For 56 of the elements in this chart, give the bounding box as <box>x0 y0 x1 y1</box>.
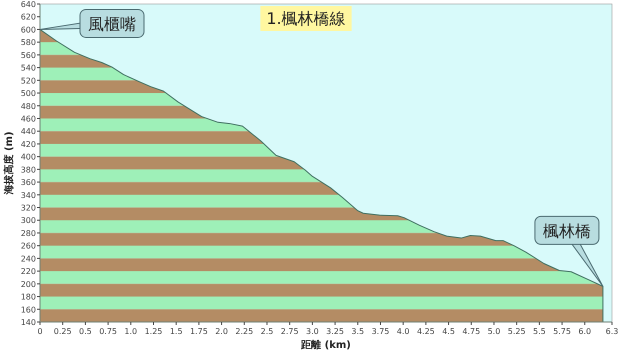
y-tick-label: 240 <box>20 254 36 264</box>
x-tick-label: 0.25 <box>54 327 72 336</box>
x-tick-label: 5.0 <box>488 327 500 336</box>
y-tick-label: 500 <box>20 89 36 98</box>
y-tick-label: 400 <box>20 152 36 162</box>
x-tick-label: 6.3 <box>606 327 618 336</box>
y-tick-label: 460 <box>20 114 36 124</box>
x-tick-label: 1.25 <box>144 327 162 336</box>
x-tick-label: 3.75 <box>372 327 390 336</box>
x-tick-label: 5.25 <box>508 327 526 336</box>
x-tick-label: 4.0 <box>396 327 410 336</box>
x-tick-label: 1.75 <box>190 327 208 336</box>
y-tick-label: 480 <box>20 102 36 111</box>
y-tick-label: 320 <box>20 204 36 213</box>
x-tick-label: 2.5 <box>260 327 274 336</box>
y-tick-label: 580 <box>20 38 36 48</box>
x-tick-label: 5.75 <box>553 327 571 336</box>
y-tick-label: 280 <box>20 228 36 238</box>
y-tick-label: 180 <box>20 292 36 302</box>
x-tick-label: 4.5 <box>442 327 455 336</box>
annotation: 楓林橋 <box>542 221 591 240</box>
y-tick-label: 220 <box>20 267 36 276</box>
x-tick-label: 1.5 <box>170 327 183 336</box>
y-tick-label: 380 <box>20 165 36 174</box>
x-tick-label: 6.0 <box>578 327 592 336</box>
y-tick-label: 520 <box>20 76 36 86</box>
y-tick-label: 140 <box>20 318 36 327</box>
y-tick-label: 300 <box>20 216 36 226</box>
x-tick-label: 5.5 <box>533 327 546 336</box>
x-tick-label: 3.25 <box>326 327 344 336</box>
x-tick-label: 4.75 <box>462 327 480 336</box>
x-tick-label: 1.0 <box>124 327 138 336</box>
x-axis-title: 距離 (km) <box>300 339 351 351</box>
y-tick-label: 620 <box>20 12 36 22</box>
y-tick-label: 160 <box>20 305 36 314</box>
y-tick-label: 340 <box>20 190 36 200</box>
x-tick-label: 2.0 <box>215 327 228 336</box>
x-tick-label: 4.25 <box>416 327 435 336</box>
y-tick-label: 200 <box>20 280 36 289</box>
x-tick-label: 2.25 <box>235 327 254 336</box>
y-tick-label: 260 <box>20 242 36 251</box>
x-tick-label: 3.5 <box>351 327 364 336</box>
y-tick-label: 360 <box>20 178 36 188</box>
y-tick-label: 600 <box>20 25 36 34</box>
x-tick-label: 3.0 <box>306 327 319 336</box>
x-tick-label: 0.5 <box>79 327 92 336</box>
y-tick-label: 560 <box>20 50 36 60</box>
y-tick-label: 420 <box>20 140 36 149</box>
x-tick-label: 0 <box>37 327 43 336</box>
y-axis-title: 海拔高度 (m) <box>3 131 15 196</box>
y-tick-label: 640 <box>20 0 36 9</box>
y-tick-label: 540 <box>20 64 36 73</box>
x-tick-label: 2.75 <box>280 327 299 336</box>
y-tick-label: 440 <box>20 127 36 136</box>
x-tick-label: 0.75 <box>99 327 117 336</box>
chart-title: 1.楓林橋線 <box>266 9 346 28</box>
